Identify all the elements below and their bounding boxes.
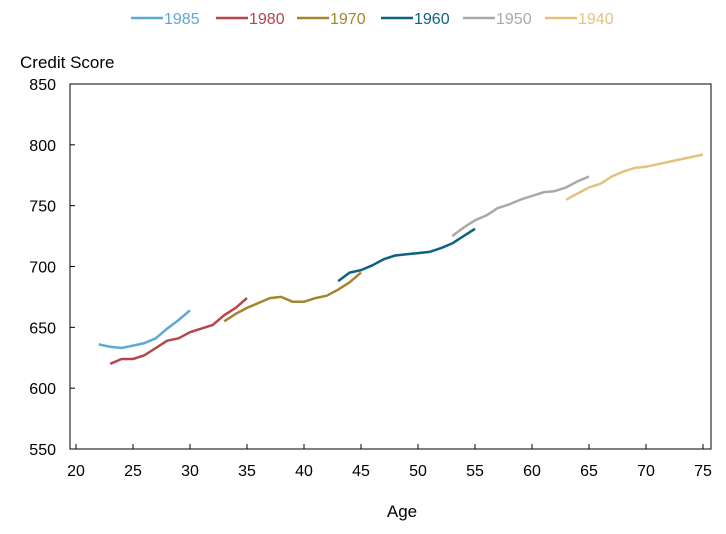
x-tick-label: 30	[181, 463, 199, 480]
x-tick-label: 55	[466, 463, 484, 480]
legend-label-1960: 1960	[414, 11, 450, 28]
x-tick-label: 60	[523, 463, 541, 480]
x-tick-label: 75	[694, 463, 712, 480]
legend-label-1980: 1980	[249, 11, 285, 28]
x-tick-label: 35	[238, 463, 256, 480]
y-tick-label: 650	[29, 320, 56, 337]
y-tick-label: 550	[29, 442, 56, 459]
x-tick-label: 65	[580, 463, 598, 480]
legend-label-1970: 1970	[330, 11, 366, 28]
y-axis: 550 600 650 700 750 800 850	[29, 77, 75, 459]
series-line-1950	[451, 175, 590, 238]
series-lines	[98, 153, 704, 365]
x-tick-label: 45	[352, 463, 370, 480]
series-line-1985	[98, 309, 191, 350]
legend-label-1985: 1985	[164, 11, 200, 28]
y-tick-label: 750	[29, 199, 56, 216]
x-axis-title: Age	[387, 502, 417, 521]
y-axis-title: Credit Score	[20, 53, 114, 72]
y-tick-label: 850	[29, 77, 56, 94]
x-tick-label: 50	[409, 463, 427, 480]
x-axis: 20 25 30 35 40 45 50 55 60 65 70 75	[67, 444, 712, 480]
x-tick-label: 25	[124, 463, 142, 480]
y-tick-label: 700	[29, 260, 56, 277]
series-line-1960	[337, 227, 476, 283]
series-line-1970	[223, 271, 362, 323]
legend-label-1940: 1940	[578, 11, 614, 28]
x-tick-label: 40	[295, 463, 313, 480]
x-tick-label: 70	[637, 463, 655, 480]
series-line-1940	[565, 153, 704, 201]
legend: 1985 1980 1970 1960 1950 1940	[131, 11, 614, 28]
x-tick-label: 20	[67, 463, 85, 480]
series-line-1980	[109, 297, 248, 365]
legend-label-1950: 1950	[496, 11, 532, 28]
plot-area-frame	[69, 83, 712, 450]
y-tick-label: 600	[29, 381, 56, 398]
y-tick-label: 800	[29, 138, 56, 155]
